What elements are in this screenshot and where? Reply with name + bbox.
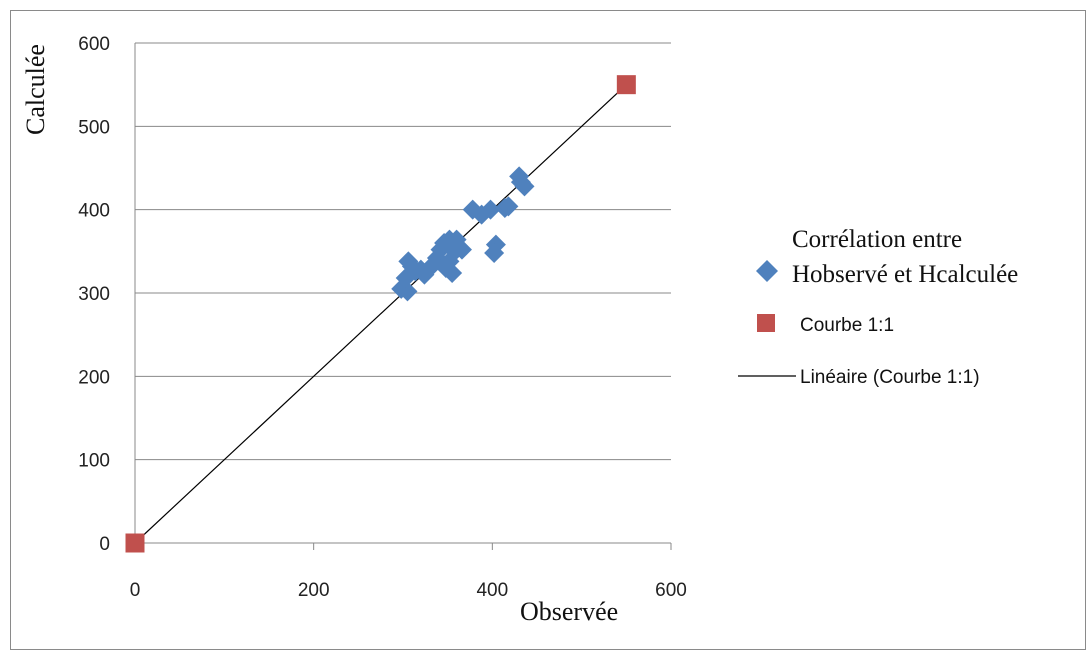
legend-series1-line1: Corrélation entre (792, 226, 962, 253)
data-point-diamond (514, 176, 535, 197)
data-point-diamond (480, 199, 501, 220)
y-tick-label: 500 (78, 117, 110, 138)
x-tick-label: 0 (130, 580, 141, 601)
data-point-diamond (439, 229, 460, 250)
y-axis-title: Calculée (21, 44, 50, 135)
legend-series3-label: Linéaire (Courbe 1:1) (800, 367, 980, 388)
legend-diamond-icon (756, 260, 778, 282)
data-point-diamond (498, 196, 519, 217)
data-point-diamond (442, 263, 463, 283)
y-tick-label: 0 (99, 534, 110, 555)
scatter-chart: 0 100 200 300 400 500 600 0 200 400 600 Observée C… (21, 34, 1018, 626)
tick-labels: 0 100 200 300 400 500 600 0 200 400 600 (78, 34, 687, 601)
y-tick-label: 600 (78, 34, 110, 55)
trendline-group (134, 84, 627, 544)
y-tick-label: 200 (78, 367, 110, 388)
y-tick-label: 100 (78, 451, 110, 472)
trendline (134, 84, 627, 544)
x-tick-label: 200 (298, 580, 330, 601)
legend: Corrélation entre Hobservé et Hcalculée … (738, 226, 1018, 388)
x-axis-title: Observée (520, 597, 618, 626)
legend-series1-line2: Hobservé et Hcalculée (792, 261, 1018, 288)
x-tick-label: 400 (476, 580, 508, 601)
y-tick-label: 300 (78, 284, 110, 305)
legend-square-icon (757, 314, 775, 332)
data-point-diamond (484, 243, 505, 263)
markers-group (125, 75, 636, 553)
x-tick-label: 600 (655, 580, 687, 601)
legend-series2-label: Courbe 1:1 (800, 315, 894, 336)
data-point-square (125, 533, 145, 553)
data-point-diamond (397, 281, 418, 302)
data-point-square (616, 75, 636, 95)
y-tick-label: 400 (78, 201, 110, 222)
